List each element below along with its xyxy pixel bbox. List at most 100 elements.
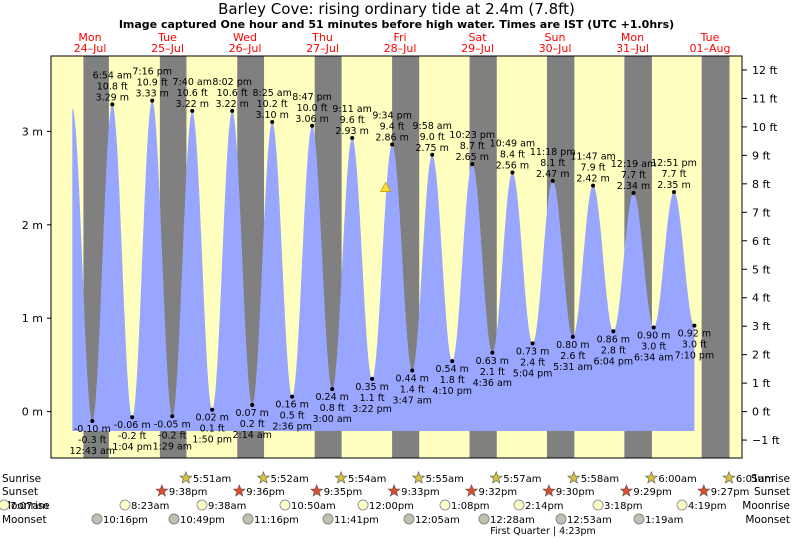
- high-tide-feet: 10.9 ft: [137, 78, 168, 89]
- high-tide-metres: 3.29 m: [96, 92, 129, 103]
- low-tide-time: 3:47 am: [392, 396, 431, 407]
- high-tide-point: [430, 152, 435, 157]
- moonrise-time: 8:23am: [131, 501, 169, 512]
- chart-title: Barley Cove: rising ordinary tide at 2.4…: [218, 0, 575, 18]
- low-tide-point: [530, 341, 535, 346]
- sunrise-icon: [567, 470, 581, 484]
- moonset-time: 12:28am: [490, 515, 535, 526]
- low-tide-feet: 1.4 ft: [400, 385, 425, 396]
- low-tide-time: 7:10 pm: [675, 351, 715, 362]
- high-tide-point: [190, 108, 195, 113]
- high-tide-metres: 3.22 m: [176, 99, 209, 110]
- day-date: 01–Aug: [690, 42, 731, 55]
- right-tick-label: 11 ft: [752, 92, 778, 105]
- day-name: Wed: [233, 31, 257, 44]
- low-tide-feet: 1.8 ft: [440, 375, 465, 386]
- row-label-left: Moonrise: [2, 500, 50, 512]
- day-name: Mon: [621, 31, 644, 44]
- high-tide-metres: 2.56 m: [496, 160, 529, 171]
- day-date: 30–Jul: [539, 42, 572, 55]
- sunrise-time: 5:58am: [581, 474, 619, 485]
- low-tide-metres: -0.06 m: [114, 420, 151, 431]
- high-tide-time: 9:34 pm: [372, 110, 412, 121]
- high-tide-feet: 8.1 ft: [540, 158, 565, 169]
- low-tide-time: 6:34 am: [634, 353, 673, 364]
- sunrise-icon: [722, 470, 736, 484]
- low-tide-time: 4:10 pm: [432, 386, 472, 397]
- low-tide-feet: 2.8 ft: [601, 345, 626, 356]
- right-tick-label: 0 ft: [752, 406, 771, 419]
- high-tide-feet: 7.7 ft: [621, 170, 646, 181]
- low-tide-point: [651, 325, 656, 330]
- low-tide-point: [250, 403, 255, 408]
- high-tide-point: [631, 191, 636, 196]
- low-tide-feet: -0.2 ft: [118, 431, 147, 442]
- moonset-icon: [633, 513, 645, 525]
- high-tide-time: 11:47 am: [570, 152, 615, 163]
- moonrise-time: 10:50am: [291, 501, 336, 512]
- moonrise-time: 4:19pm: [688, 501, 727, 512]
- day-name: Thu: [311, 31, 333, 44]
- row-label-left: Sunrise: [2, 473, 41, 485]
- high-tide-time: 7:40 am: [173, 77, 212, 88]
- sunset-time: 9:38pm: [169, 487, 208, 498]
- low-tide-time: 2:14 am: [232, 430, 271, 441]
- low-tide-time: 1:04 pm: [112, 442, 152, 453]
- low-tide-feet: 3.0 ft: [641, 342, 666, 353]
- day-name: Sun: [545, 31, 566, 44]
- right-tick-label: 12 ft: [752, 64, 778, 77]
- high-tide-point: [110, 102, 115, 107]
- low-tide-point: [90, 418, 95, 423]
- plot-border: [50, 55, 743, 459]
- low-tide-point: [370, 376, 375, 381]
- low-tide-time: 5:04 pm: [513, 368, 553, 379]
- row-label-left: Sunset: [2, 486, 38, 498]
- moonset-icon: [91, 513, 103, 525]
- moonrise-time: 9:38am: [208, 501, 246, 512]
- low-tide-point: [570, 334, 575, 339]
- high-tide-feet: 10.6 ft: [217, 88, 248, 99]
- high-tide-time: 7:16 pm: [132, 67, 172, 78]
- low-tide-point: [450, 359, 455, 364]
- high-tide-feet: 7.9 ft: [581, 163, 606, 174]
- sunrise-icon: [334, 470, 348, 484]
- current-level-marker: [379, 181, 392, 192]
- row-label-right: Moonrise: [742, 500, 790, 512]
- sunrise-time: 5:51am: [193, 474, 231, 485]
- right-tick-label: 2 ft: [752, 349, 771, 362]
- high-tide-time: 8:47 pm: [292, 92, 332, 103]
- high-tide-feet: 10.6 ft: [177, 88, 208, 99]
- high-tide-feet: 10.0 ft: [297, 103, 328, 114]
- high-tide-time: 8:02 pm: [212, 77, 252, 88]
- low-tide-feet: 3.0 ft: [682, 340, 707, 351]
- high-tide-feet: 7.7 ft: [661, 169, 686, 180]
- low-tide-metres: -0.05 m: [154, 419, 191, 430]
- low-tide-point: [490, 350, 495, 355]
- sunrise-icon: [411, 470, 426, 484]
- low-tide-feet: 1.1 ft: [360, 393, 385, 404]
- day-name: Sat: [468, 31, 487, 44]
- high-tide-metres: 3.10 m: [255, 110, 288, 121]
- low-tide-point: [290, 394, 295, 399]
- high-tide-time: 10:49 am: [490, 138, 535, 149]
- high-tide-point: [150, 98, 155, 103]
- high-tide-metres: 2.93 m: [335, 126, 368, 137]
- low-tide-time: 3:00 am: [312, 414, 351, 425]
- moonrise-time: 3:18pm: [604, 501, 643, 512]
- high-tide-feet: 10.2 ft: [257, 99, 288, 110]
- moonrise-icon: [196, 499, 208, 511]
- row-label-right: Moonset: [745, 514, 790, 526]
- tide-area: [72, 100, 695, 431]
- high-tide-point: [270, 120, 275, 125]
- low-tide-feet: 0.1 ft: [200, 424, 225, 435]
- moonset-icon: [168, 513, 180, 525]
- sunset-icon: [309, 483, 324, 497]
- sunset-icon: [155, 483, 169, 497]
- moonrise-icon: [119, 499, 131, 511]
- sunset-time: 9:35pm: [324, 487, 363, 498]
- high-tide-metres: 3.33 m: [135, 89, 168, 100]
- moonrise-icon: [676, 499, 688, 511]
- high-tide-point: [550, 178, 555, 183]
- right-tick-label: 10 ft: [752, 121, 778, 134]
